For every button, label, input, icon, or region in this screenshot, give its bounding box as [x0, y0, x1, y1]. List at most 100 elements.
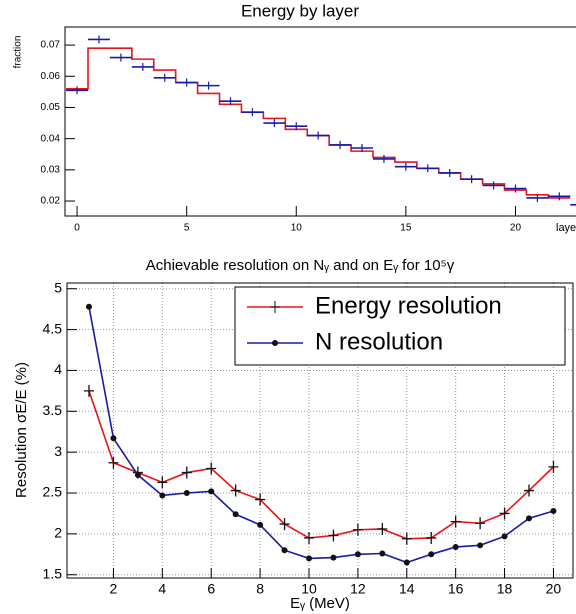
y-tick-label: 0.04 — [41, 133, 61, 144]
data-point — [526, 193, 549, 202]
point-marker — [157, 476, 168, 489]
y-tick-label: 2 — [54, 525, 62, 541]
data-point — [153, 73, 176, 82]
data-point — [482, 181, 505, 190]
data-point — [438, 168, 461, 177]
point-marker — [84, 384, 94, 397]
x-tick-label: 12 — [350, 581, 366, 597]
data-point — [263, 119, 286, 128]
data-point — [351, 144, 373, 153]
y-tick-label: 0.06 — [41, 71, 61, 82]
y-tick-label: 0.02 — [41, 196, 61, 207]
y-tick-label: 4 — [54, 361, 62, 377]
legend-box — [234, 286, 566, 366]
y-tick-label: 3 — [54, 443, 62, 459]
data-point — [460, 175, 483, 184]
y-axis-label: Resolution σE/E (%) — [13, 362, 30, 498]
point-marker — [255, 493, 266, 506]
x-axis-label: layer — [556, 222, 576, 234]
x-tick-label: 18 — [497, 581, 513, 597]
point-marker — [450, 515, 461, 528]
point-marker — [426, 531, 437, 544]
chart-title: Energy by layer — [241, 1, 359, 20]
legend-label: Energy resolution — [315, 292, 502, 319]
histogram-step — [66, 47, 571, 199]
data-point — [175, 78, 198, 87]
data-point — [109, 53, 132, 62]
point-marker — [206, 462, 217, 475]
point-marker — [328, 529, 339, 542]
point-marker — [352, 523, 363, 536]
series-line — [88, 306, 554, 564]
y-tick-label: 5 — [54, 279, 62, 295]
point-marker — [401, 532, 412, 545]
data-point — [548, 192, 571, 201]
x-tick-label: 0 — [74, 223, 80, 234]
point-marker — [110, 435, 117, 442]
data-point — [329, 140, 352, 149]
plot-frame — [64, 26, 576, 217]
y-tick-label: 3.5 — [43, 402, 63, 418]
point-marker — [403, 559, 410, 566]
x-tick-label: 15 — [400, 223, 412, 234]
point-marker — [230, 484, 241, 497]
point-marker — [108, 456, 119, 469]
legend-label: N resolution — [315, 328, 443, 355]
x-tick-label: 14 — [399, 581, 415, 597]
point-marker — [524, 484, 534, 497]
point-marker — [475, 517, 486, 530]
data-point — [131, 62, 154, 71]
point-marker — [354, 551, 361, 558]
data-point — [416, 164, 439, 173]
point-marker — [86, 303, 92, 310]
y-axis-label: fraction — [13, 36, 24, 69]
x-tick-label: 10 — [301, 581, 317, 597]
point-marker — [526, 515, 532, 522]
y-tick-label: 1.5 — [43, 565, 63, 581]
point-marker — [501, 533, 508, 540]
point-marker — [330, 554, 337, 561]
data-point — [241, 108, 264, 117]
point-marker — [477, 542, 484, 549]
point-marker — [279, 518, 290, 531]
point-marker — [281, 547, 288, 554]
data-point — [197, 81, 220, 90]
data-point — [66, 86, 89, 95]
x-axis-label: Eᵧ (MeV) — [290, 595, 350, 612]
point-marker — [181, 466, 192, 479]
y-tick-label: 0.03 — [41, 164, 61, 175]
x-tick-label: 8 — [256, 581, 264, 597]
point-marker — [548, 460, 559, 473]
x-tick-label: 4 — [158, 581, 166, 597]
data-point — [394, 162, 417, 171]
data-point — [88, 35, 110, 44]
point-marker — [232, 511, 239, 518]
y-tick-label: 4.5 — [43, 320, 63, 336]
plot-frame — [66, 282, 574, 579]
data-point — [219, 97, 242, 106]
data-point — [570, 203, 576, 206]
point-marker — [452, 543, 459, 550]
data-point — [307, 131, 330, 140]
point-marker — [379, 550, 386, 557]
data-point — [285, 122, 308, 131]
point-marker — [208, 488, 215, 495]
x-tick-label: 2 — [110, 581, 118, 597]
point-marker — [159, 492, 166, 499]
point-marker — [304, 531, 314, 544]
y-tick-label: 2.5 — [43, 484, 63, 500]
point-marker — [499, 507, 510, 520]
data-point — [504, 184, 527, 193]
point-marker — [306, 555, 312, 562]
point-marker — [550, 507, 557, 514]
point-marker — [428, 551, 435, 558]
y-tick-label: 0.05 — [41, 102, 61, 113]
point-marker — [377, 522, 388, 535]
y-tick-label: 0.07 — [41, 40, 61, 51]
x-tick-label: 5 — [184, 223, 190, 234]
legend-marker — [270, 301, 280, 313]
point-marker — [183, 490, 190, 497]
series-line — [88, 390, 555, 540]
data-point — [372, 154, 395, 163]
